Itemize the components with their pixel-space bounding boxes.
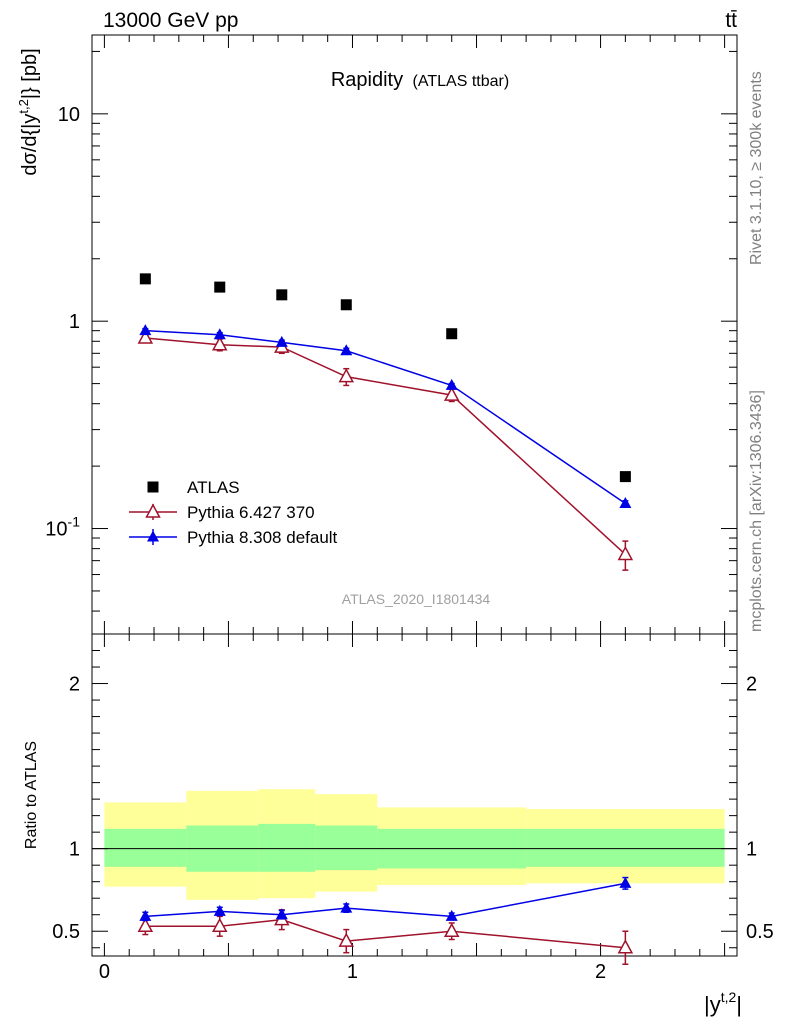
ratio-line-pythia-8-308-default	[145, 882, 626, 918]
data-point-pythia-8-308-default	[340, 344, 353, 356]
series-line-pythia-6-427-370	[145, 337, 626, 555]
ratio-point-pythia-6-427-370	[212, 917, 228, 933]
data-point-pythia-8-308-default	[213, 328, 226, 340]
x-tick-label: 2	[595, 961, 606, 983]
x-axis-label: |yt,2|	[704, 989, 742, 1017]
ratio-point-pythia-6-427-370	[617, 939, 634, 954]
ratio-y-tick-label-right: 0.5	[746, 921, 774, 943]
data-point-atlas	[446, 328, 458, 340]
rivet-label: Rivet 3.1.10, ≥ 300k events	[748, 71, 765, 265]
ratio-frame	[91, 633, 738, 957]
ratio-y-tick-label-right: 2	[746, 674, 757, 696]
series-line-pythia-8-308-default	[145, 329, 626, 505]
legend-label: Pythia 6.427 370	[187, 503, 315, 522]
ratio-point-pythia-6-427-370	[338, 932, 355, 947]
data-point-pythia-6-427-370	[338, 368, 355, 383]
data-point-pythia-6-427-370	[212, 336, 228, 351]
main-panel: 10-1 1 10	[45, 34, 738, 635]
ratio-point-pythia-8-308-default	[340, 901, 353, 913]
ratio-y-tick-label-right: 1	[746, 839, 757, 861]
x-tick-label: 0	[99, 961, 110, 983]
legend-marker	[147, 481, 159, 493]
y-tick-label: 10-1	[45, 514, 80, 541]
y-tick-label: 1	[69, 311, 80, 333]
header-right: tt̄	[725, 9, 737, 32]
data-point-pythia-6-427-370	[137, 329, 154, 344]
data-point-atlas	[619, 471, 631, 483]
data-point-pythia-8-308-default	[445, 378, 458, 390]
data-point-atlas	[340, 299, 352, 311]
legend-marker	[145, 503, 161, 518]
ratio-y-tick-label-left: 0.5	[52, 921, 80, 943]
ratio-y-tick-label-left: 2	[69, 674, 80, 696]
data-point-pythia-6-427-370	[617, 545, 634, 561]
legend-label: ATLAS	[187, 478, 240, 497]
chart-title-sub: (ATLAS ttbar)	[413, 73, 510, 90]
header-left: 13000 GeV pp	[103, 9, 238, 32]
data-point-pythia-8-308-default	[275, 335, 288, 347]
data-point-atlas	[276, 289, 288, 301]
ratio-panel: 0 1 2 0.5 0.5 1 1 2 2	[52, 633, 774, 983]
data-point-pythia-6-427-370	[443, 386, 460, 401]
band-inner-bin-2	[258, 823, 316, 872]
x-tick-label: 1	[347, 961, 358, 983]
band-inner-bin-0	[104, 828, 187, 867]
band-inner-bin-3	[315, 825, 378, 871]
ratio-point-pythia-8-308-default	[139, 909, 152, 921]
chart-title-main: Rapidity	[331, 69, 403, 91]
y-tick-label: 10	[58, 104, 80, 126]
ratio-point-pythia-6-427-370	[443, 922, 460, 937]
ratio-line-pythia-6-427-370	[145, 918, 626, 949]
data-point-atlas	[214, 281, 226, 293]
legend-label: Pythia 8.308 default	[187, 528, 338, 547]
mcplots-label: mcplots.cern.ch [arXiv:1306.3436]	[748, 390, 765, 632]
ratio-point-pythia-8-308-default	[275, 908, 288, 920]
ratio-point-pythia-8-308-default	[213, 904, 226, 916]
band-inner-bin-5	[526, 828, 725, 867]
y-axis-label: dσ/d{|yt,2|} [pb]	[16, 48, 41, 175]
ratio-point-pythia-8-308-default	[445, 909, 458, 921]
ratio-y-tick-label-left: 1	[69, 839, 80, 861]
ratio-point-pythia-6-427-370	[137, 917, 154, 933]
ratio-point-pythia-8-308-default	[619, 876, 632, 888]
data-point-atlas	[139, 273, 151, 285]
data-point-pythia-8-308-default	[619, 497, 632, 509]
legend-marker	[147, 530, 159, 542]
data-point-pythia-8-308-default	[139, 324, 152, 336]
chart-title: Rapidity (ATLAS ttbar)	[331, 69, 509, 91]
analysis-id: ATLAS_2020_I1801434	[342, 591, 491, 607]
legend: ATLAS Pythia 6.427 370 Pythia 8.308 defaul…	[129, 478, 338, 547]
ratio-y-axis-label: Ratio to ATLAS	[23, 741, 40, 849]
